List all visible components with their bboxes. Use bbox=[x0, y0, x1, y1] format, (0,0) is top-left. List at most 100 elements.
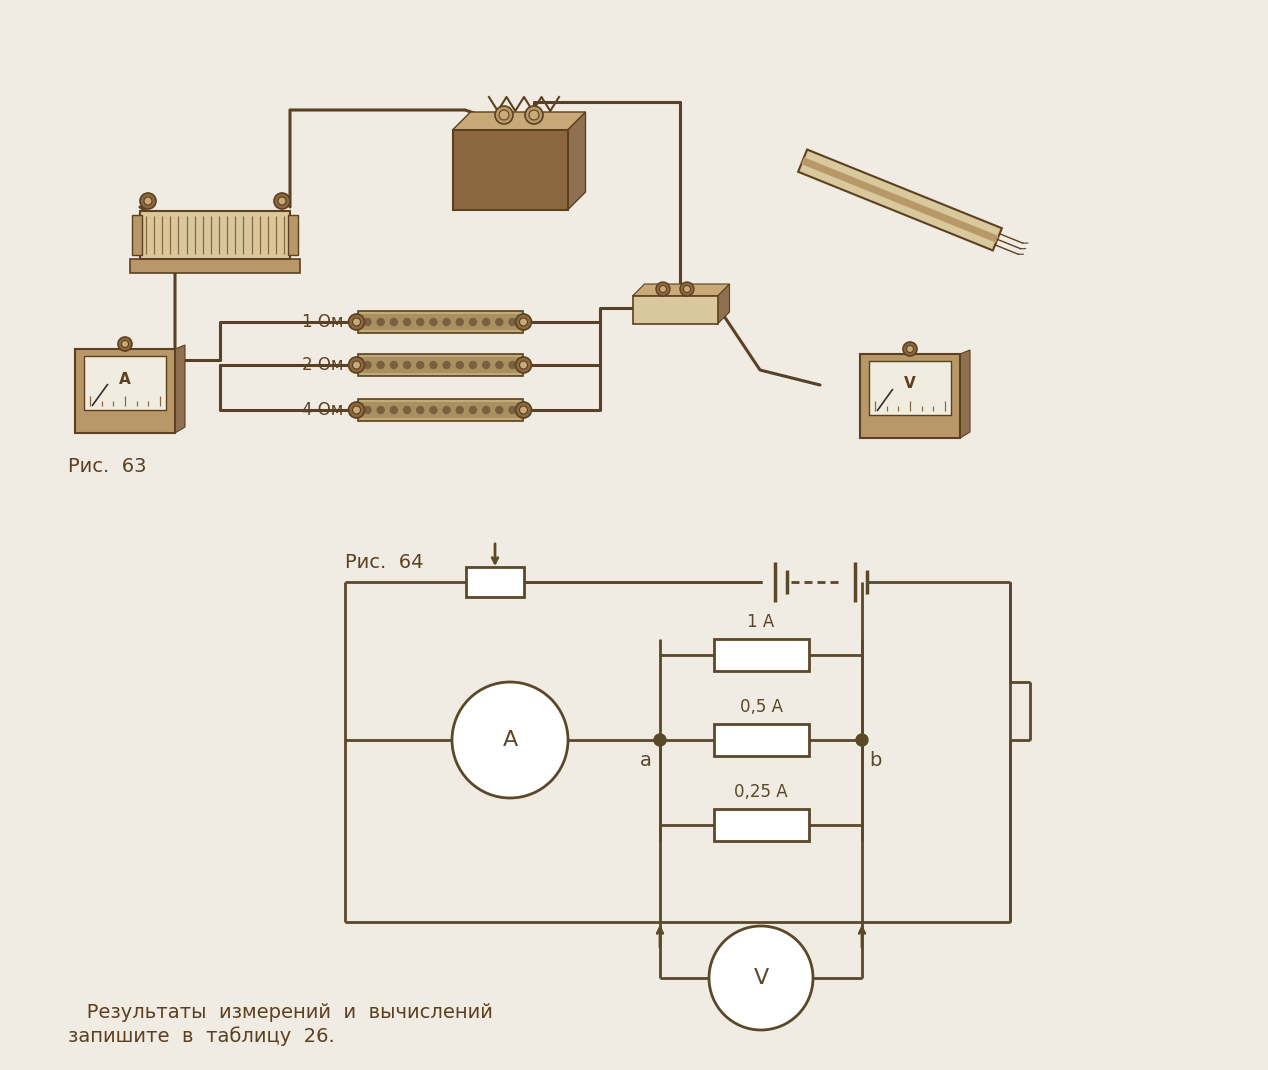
Text: 0,25 А: 0,25 А bbox=[734, 783, 787, 801]
Circle shape bbox=[456, 319, 463, 325]
Text: 1 А: 1 А bbox=[747, 613, 775, 631]
Bar bbox=[714, 809, 809, 841]
Polygon shape bbox=[718, 284, 729, 324]
Text: V: V bbox=[753, 968, 768, 988]
Text: 2 Ом: 2 Ом bbox=[302, 356, 344, 374]
Circle shape bbox=[391, 362, 397, 368]
Text: Результаты  измерений  и  вычислений: Результаты измерений и вычислений bbox=[68, 1003, 493, 1022]
Text: 4 Ом: 4 Ом bbox=[302, 401, 344, 419]
Circle shape bbox=[500, 110, 508, 120]
Polygon shape bbox=[568, 112, 586, 210]
Circle shape bbox=[349, 402, 364, 418]
Circle shape bbox=[364, 407, 372, 413]
Circle shape bbox=[417, 319, 424, 325]
Circle shape bbox=[403, 407, 411, 413]
Circle shape bbox=[496, 319, 503, 325]
Circle shape bbox=[469, 407, 477, 413]
Bar bbox=[358, 311, 522, 333]
Circle shape bbox=[483, 362, 489, 368]
Text: А: А bbox=[502, 730, 517, 750]
Circle shape bbox=[443, 407, 450, 413]
Circle shape bbox=[349, 357, 364, 373]
Bar bbox=[84, 356, 166, 410]
Circle shape bbox=[903, 342, 917, 356]
Circle shape bbox=[483, 319, 489, 325]
Bar bbox=[358, 354, 522, 376]
Circle shape bbox=[353, 318, 360, 326]
Circle shape bbox=[656, 282, 670, 296]
Circle shape bbox=[496, 362, 503, 368]
Circle shape bbox=[456, 407, 463, 413]
Circle shape bbox=[483, 407, 489, 413]
Bar bbox=[453, 129, 568, 210]
Bar bbox=[361, 357, 519, 373]
Circle shape bbox=[391, 319, 397, 325]
Circle shape bbox=[469, 319, 477, 325]
Circle shape bbox=[520, 361, 527, 369]
Circle shape bbox=[659, 286, 667, 292]
Polygon shape bbox=[801, 157, 999, 243]
Circle shape bbox=[683, 286, 691, 292]
Circle shape bbox=[274, 193, 290, 209]
Polygon shape bbox=[633, 284, 729, 296]
Text: a: a bbox=[640, 751, 652, 770]
Circle shape bbox=[496, 407, 503, 413]
Circle shape bbox=[122, 340, 128, 348]
Text: 1 Ом: 1 Ом bbox=[302, 314, 344, 331]
Polygon shape bbox=[798, 150, 1002, 250]
Text: Рис.  63: Рис. 63 bbox=[68, 457, 147, 476]
Circle shape bbox=[139, 193, 156, 209]
Circle shape bbox=[377, 319, 384, 325]
Bar bbox=[288, 215, 298, 255]
Circle shape bbox=[516, 357, 531, 373]
Circle shape bbox=[654, 734, 666, 746]
Circle shape bbox=[377, 407, 384, 413]
Bar bbox=[361, 314, 519, 330]
Circle shape bbox=[520, 406, 527, 414]
Bar bbox=[139, 211, 290, 259]
Bar bbox=[131, 259, 301, 273]
Text: 0,5 А: 0,5 А bbox=[739, 698, 782, 716]
Circle shape bbox=[451, 682, 568, 798]
Circle shape bbox=[907, 346, 913, 352]
Circle shape bbox=[520, 318, 527, 326]
Circle shape bbox=[680, 282, 694, 296]
Polygon shape bbox=[175, 345, 185, 433]
Circle shape bbox=[417, 407, 424, 413]
Bar bbox=[75, 349, 175, 433]
Circle shape bbox=[349, 314, 364, 330]
Circle shape bbox=[456, 362, 463, 368]
Bar bbox=[869, 361, 951, 415]
Circle shape bbox=[516, 402, 531, 418]
Bar bbox=[714, 639, 809, 671]
Circle shape bbox=[516, 314, 531, 330]
Polygon shape bbox=[453, 112, 586, 129]
Circle shape bbox=[508, 362, 516, 368]
Bar bbox=[358, 399, 522, 421]
Text: запишите  в  таблицу  26.: запишите в таблицу 26. bbox=[68, 1026, 335, 1046]
Circle shape bbox=[469, 362, 477, 368]
Circle shape bbox=[443, 319, 450, 325]
Polygon shape bbox=[960, 350, 970, 438]
Circle shape bbox=[430, 362, 437, 368]
Text: b: b bbox=[869, 751, 881, 770]
Circle shape bbox=[529, 110, 539, 120]
Circle shape bbox=[508, 319, 516, 325]
Text: Рис.  64: Рис. 64 bbox=[345, 553, 424, 572]
Circle shape bbox=[417, 362, 424, 368]
Circle shape bbox=[353, 406, 360, 414]
Circle shape bbox=[278, 197, 287, 205]
Circle shape bbox=[508, 407, 516, 413]
Circle shape bbox=[443, 362, 450, 368]
Circle shape bbox=[525, 106, 543, 124]
Bar bbox=[132, 215, 142, 255]
Bar bbox=[860, 354, 960, 438]
Circle shape bbox=[495, 106, 514, 124]
Circle shape bbox=[403, 362, 411, 368]
Circle shape bbox=[118, 337, 132, 351]
Circle shape bbox=[364, 319, 372, 325]
Bar bbox=[714, 724, 809, 756]
Circle shape bbox=[353, 361, 360, 369]
Circle shape bbox=[377, 362, 384, 368]
Circle shape bbox=[430, 407, 437, 413]
